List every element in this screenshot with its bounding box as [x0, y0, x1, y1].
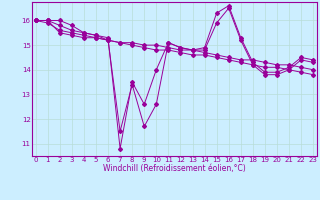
- X-axis label: Windchill (Refroidissement éolien,°C): Windchill (Refroidissement éolien,°C): [103, 164, 246, 173]
